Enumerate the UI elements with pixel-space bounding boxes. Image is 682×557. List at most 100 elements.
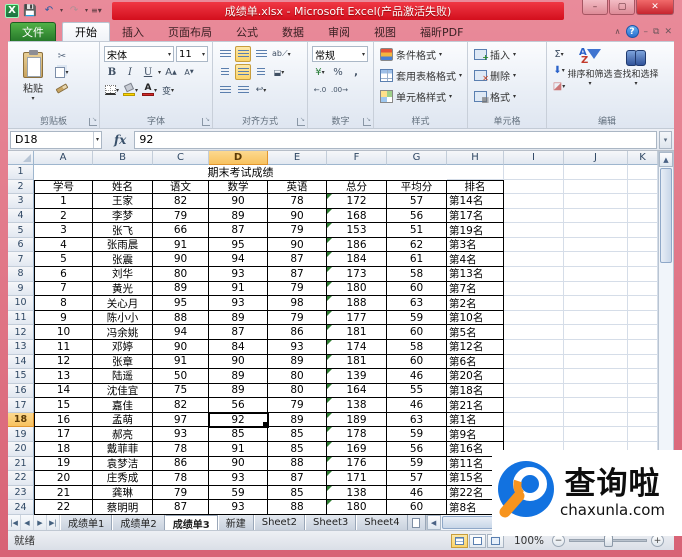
cell-J12[interactable]	[564, 325, 628, 340]
next-sheet-icon[interactable]: ▶	[34, 515, 47, 530]
cell-E15[interactable]: 80	[268, 369, 327, 384]
cell-J17[interactable]	[564, 398, 628, 413]
zoom-level[interactable]: 100%	[513, 534, 544, 547]
font-color-button[interactable]: A ▾	[141, 82, 158, 98]
cell-G16[interactable]: 55	[387, 383, 447, 399]
cell-E18[interactable]: 89	[268, 412, 327, 428]
cell-D17[interactable]: 56	[209, 398, 268, 413]
cell-F12[interactable]: 181	[327, 325, 387, 340]
row-header-15[interactable]: 15	[8, 369, 34, 384]
cell-D18[interactable]: 92	[208, 411, 269, 429]
tab-开始[interactable]: 开始	[62, 22, 110, 41]
column-header-H[interactable]: H	[447, 151, 504, 165]
align-left-icon[interactable]	[217, 64, 233, 80]
comma-icon[interactable]: ,	[354, 66, 358, 78]
column-header-F[interactable]: F	[327, 151, 387, 165]
cell-E19[interactable]: 85	[268, 427, 327, 442]
column-header-G[interactable]: G	[387, 151, 447, 165]
minimize-button[interactable]: –	[582, 0, 608, 15]
cell-G13[interactable]: 58	[387, 339, 447, 355]
sheet-tab-新建[interactable]: 新建	[217, 515, 254, 530]
cell-H9[interactable]: 第7名	[447, 281, 504, 297]
cell-C8[interactable]: 80	[153, 267, 209, 282]
cell-E11[interactable]: 79	[268, 310, 327, 326]
cell-J18[interactable]	[564, 412, 628, 428]
first-sheet-icon[interactable]: |◀	[8, 515, 21, 530]
currency-icon[interactable]: ¥ ▾	[315, 66, 325, 78]
customize-qat-icon[interactable]: ≡▾	[91, 6, 102, 15]
cell-G3[interactable]: 57	[387, 194, 447, 209]
cell-A7[interactable]: 5	[34, 252, 93, 268]
row-header-3[interactable]: 3	[8, 194, 34, 209]
cell-J14[interactable]	[564, 354, 628, 370]
tab-插入[interactable]: 插入	[122, 25, 144, 39]
cell-E22[interactable]: 87	[268, 471, 327, 486]
cell-D11[interactable]: 89	[209, 310, 268, 326]
scroll-up-icon[interactable]: ▲	[659, 152, 673, 167]
cell-D3[interactable]: 90	[209, 194, 268, 209]
cell-H5[interactable]: 第19名	[447, 223, 504, 238]
orientation-icon[interactable]: ab⟋ ▾	[272, 49, 291, 58]
cell-K1[interactable]	[628, 165, 658, 180]
cut-icon[interactable]: ✂	[57, 50, 67, 62]
cell-B14[interactable]: 张章	[93, 354, 153, 370]
cell-D15[interactable]: 89	[209, 369, 268, 384]
column-header-C[interactable]: C	[153, 151, 209, 165]
cell-A14[interactable]: 12	[34, 354, 93, 370]
cell-D10[interactable]: 93	[209, 296, 268, 311]
percent-icon[interactable]: %	[333, 66, 343, 78]
cell-A4[interactable]: 2	[34, 208, 93, 224]
cell-G14[interactable]: 60	[387, 354, 447, 370]
cell-J13[interactable]	[564, 339, 628, 355]
cell-E5[interactable]: 79	[268, 223, 327, 238]
cell-J9[interactable]	[564, 281, 628, 297]
close-button[interactable]: ✕	[636, 0, 674, 15]
cell-F16[interactable]: 164	[327, 383, 387, 399]
find-select-button[interactable]: 查找和选择 ▾	[613, 44, 659, 114]
cell-F21[interactable]: 176	[327, 456, 387, 472]
row-header-9[interactable]: 9	[8, 281, 34, 297]
cell-F5[interactable]: 153	[327, 223, 387, 238]
cell-H20[interactable]: 第16名	[447, 441, 504, 457]
cell-B11[interactable]: 陈小小	[93, 310, 153, 326]
cell-H13[interactable]: 第12名	[447, 339, 504, 355]
align-top-icon[interactable]	[217, 46, 233, 62]
cell-D16[interactable]: 89	[209, 383, 268, 399]
cell-H10[interactable]: 第2名	[447, 296, 504, 311]
cell-E9[interactable]: 79	[268, 281, 327, 297]
sheet-tab-Sheet3[interactable]: Sheet3	[305, 515, 357, 530]
cell-G24[interactable]: 60	[387, 500, 447, 515]
cell-B10[interactable]: 关心月	[93, 296, 153, 311]
row-header-19[interactable]: 19	[8, 427, 34, 442]
cell-D14[interactable]: 90	[209, 354, 268, 370]
autosum-icon[interactable]: Σ ▾	[554, 48, 564, 60]
cell-I2[interactable]	[504, 179, 564, 195]
cell-D21[interactable]: 90	[209, 456, 268, 472]
cell-E10[interactable]: 98	[268, 296, 327, 311]
excel-logo-icon[interactable]: X	[5, 3, 19, 18]
cell-I5[interactable]	[504, 223, 564, 238]
cell-A6[interactable]: 4	[34, 237, 93, 253]
copy-icon[interactable]: ▾	[54, 64, 70, 80]
select-all-corner[interactable]	[8, 151, 34, 165]
cell-G10[interactable]: 63	[387, 296, 447, 311]
insert-cells-button[interactable]: + 插入 ▾	[472, 44, 544, 65]
row-header-4[interactable]: 4	[8, 208, 34, 224]
cell-A9[interactable]: 7	[34, 281, 93, 297]
cell-B4[interactable]: 李梦	[93, 208, 153, 224]
cell-J6[interactable]	[564, 237, 628, 253]
cell-I13[interactable]	[504, 339, 564, 355]
cell-A18[interactable]: 16	[34, 412, 93, 428]
cell-F6[interactable]: 186	[327, 237, 387, 253]
cell-B21[interactable]: 袁梦洁	[93, 456, 153, 472]
cell-E8[interactable]: 87	[268, 267, 327, 282]
cell-I14[interactable]	[504, 354, 564, 370]
cell-J1[interactable]	[564, 165, 628, 180]
cell-H1[interactable]	[447, 165, 504, 180]
cell-A15[interactable]: 13	[34, 369, 93, 384]
formula-bar-expand-icon[interactable]: ▾	[659, 130, 672, 149]
cell-E24[interactable]: 88	[268, 500, 327, 515]
cell-G21[interactable]: 59	[387, 456, 447, 472]
cell-C12[interactable]: 94	[153, 325, 209, 340]
cell-E20[interactable]: 85	[268, 441, 327, 457]
